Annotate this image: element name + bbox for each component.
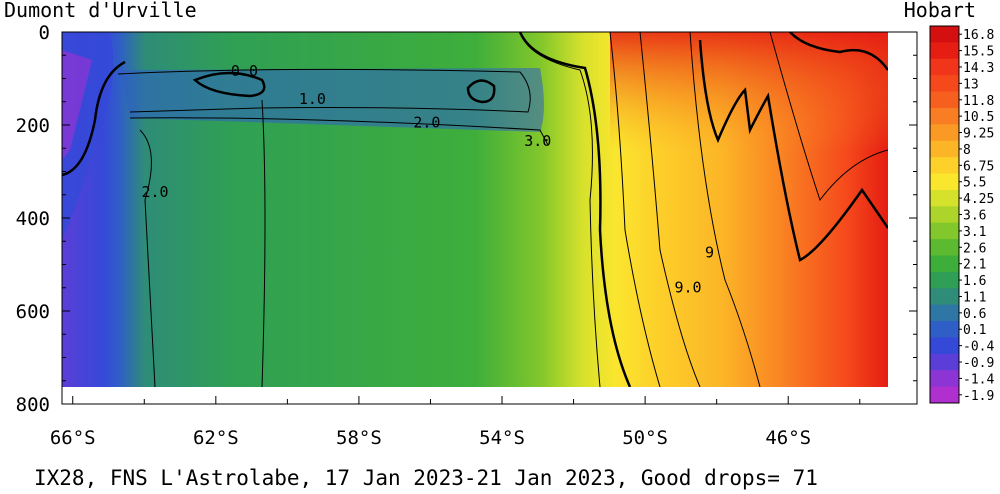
colorbar-label: 3.1	[963, 225, 986, 240]
x-tick-label: 66°S	[50, 427, 96, 449]
isotherm-2-contour	[129, 117, 549, 146]
colorbar-swatch	[930, 140, 959, 158]
right-station-label: Hobart	[904, 0, 976, 22]
colorbar-swatch	[930, 353, 959, 371]
contour-label: 9.0	[674, 278, 701, 296]
colorbar-swatch	[930, 58, 959, 76]
colorbar-label: 11.8	[963, 94, 994, 109]
contour-label: 1.0	[299, 90, 326, 108]
colorbar-swatch	[930, 222, 959, 240]
colorbar-label: -0.9	[963, 356, 994, 371]
colorbar-swatch	[930, 107, 959, 125]
y-tick-label: 600	[16, 301, 50, 323]
isotherms	[62, 32, 888, 387]
colorbar-label: -0.4	[963, 340, 994, 355]
colorbar-label: -1.4	[963, 372, 994, 387]
colorbar-swatch	[930, 91, 959, 109]
colorbar-swatch	[930, 42, 959, 60]
colorbar-swatch	[930, 321, 959, 338]
colorbar-swatch	[930, 26, 959, 43]
x-axis: 66°S 62°S 58°S 54°S 50°S 46°S	[50, 396, 861, 449]
colorbar-label: 10.5	[963, 110, 994, 125]
y-tick-label: 200	[16, 115, 50, 137]
isotherm-1-contour	[117, 68, 531, 113]
x-tick-label: 50°S	[622, 427, 668, 449]
coldest-water-patch	[62, 50, 92, 160]
colorbar-label: 2.1	[963, 258, 986, 273]
y-tick-label: 0	[39, 22, 50, 44]
isotherm-sublayer-mid	[261, 99, 266, 387]
colorbar-label: 5.5	[963, 176, 986, 191]
contour-label: 3.0	[524, 132, 551, 150]
chart-title: IX28, FNS L'Astrolabe, 17 Jan 2023-21 Ja…	[34, 466, 818, 490]
colorbar-label: 8	[963, 143, 971, 158]
isotherm-0-patch-west	[192, 71, 266, 98]
colorbar-label: 2.6	[963, 241, 986, 256]
colorbar-label: 16.8	[963, 28, 994, 43]
colorbar-swatch	[930, 255, 959, 273]
colorbar-label: 9.25	[963, 127, 994, 142]
contour-label: 2.0	[413, 113, 440, 131]
isotherm-14-contour	[789, 32, 888, 71]
colorbar-swatch	[930, 304, 959, 322]
colorbar-swatch	[930, 173, 959, 191]
y-tick-label: 400	[16, 208, 50, 230]
isotherm-3-contour	[519, 32, 601, 387]
isotherm-sublayer-west	[139, 129, 156, 387]
colorbar-swatch	[930, 75, 959, 93]
colorbar-swatch	[930, 206, 959, 224]
contour-labels: 0.0 1.0 2.0 3.0 2.0 9.09	[141, 62, 714, 296]
y-axis: 0 200 400 600 800	[16, 22, 917, 416]
colorbar-swatch	[930, 271, 959, 289]
colorbar-label: 15.5	[963, 45, 994, 60]
colorbar-label: 0.1	[963, 323, 986, 338]
contour-label: 2.0	[141, 183, 168, 201]
colorbar-swatch	[930, 337, 959, 355]
x-tick-label: 62°S	[193, 427, 239, 449]
colorbar-label: -1.9	[963, 389, 994, 404]
isotherm-0-patch-east	[466, 79, 496, 104]
x-tick-label: 54°S	[479, 427, 525, 449]
colorbar-label: 14.3	[963, 61, 994, 76]
isotherm-10-contour	[698, 39, 888, 262]
isotherm-9-contour	[689, 32, 761, 387]
colorbar-swatch	[930, 239, 959, 256]
colorbar-label: 1.1	[963, 290, 986, 305]
colorbar-label: 1.6	[963, 274, 986, 289]
temperature-field	[62, 32, 888, 387]
y-tick-label: 800	[16, 394, 50, 416]
colorbar-label: 13	[963, 77, 979, 92]
contour-label: 0.0	[231, 62, 258, 80]
colorbar-label: 3.6	[963, 209, 986, 224]
colorbar-swatch	[930, 157, 959, 175]
colorbar-swatch	[930, 189, 959, 207]
colorbar-label: 4.25	[963, 192, 994, 207]
colorbar-label: 6.75	[963, 159, 994, 174]
colorbar-swatch	[930, 386, 959, 404]
x-tick-label: 46°S	[765, 427, 811, 449]
colorbar-swatch	[930, 288, 959, 306]
left-station-label: Dumont d'Urville	[4, 0, 197, 22]
isotherm-5-contour	[609, 32, 661, 387]
x-tick-label: 58°S	[336, 427, 382, 449]
colorbar-label: 0.6	[963, 307, 986, 322]
isotherm-4-contour	[518, 32, 632, 387]
colorbar-swatch	[930, 370, 959, 388]
contour-label: 9	[705, 244, 714, 262]
isotherm-12-contour	[769, 32, 888, 202]
isotherm-0-contour	[62, 60, 126, 177]
isotherm-7-contour	[639, 32, 701, 387]
colorbar-swatch	[930, 124, 959, 142]
cold-surface-band	[120, 68, 544, 132]
